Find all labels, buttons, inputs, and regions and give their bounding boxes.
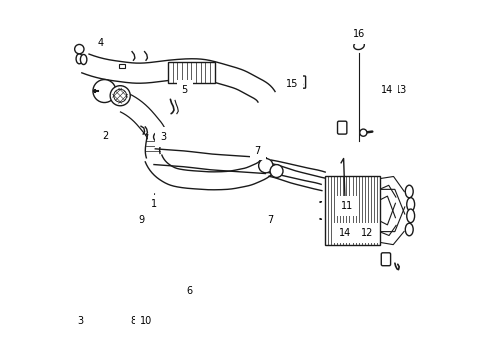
Text: 3: 3 xyxy=(77,316,83,325)
FancyBboxPatch shape xyxy=(296,76,306,88)
Polygon shape xyxy=(121,94,167,139)
Text: 7: 7 xyxy=(267,215,273,225)
Polygon shape xyxy=(269,163,324,191)
Polygon shape xyxy=(82,54,275,102)
Text: 2: 2 xyxy=(103,131,109,141)
Ellipse shape xyxy=(76,54,82,64)
Polygon shape xyxy=(379,176,404,197)
Text: 10: 10 xyxy=(140,315,152,325)
Circle shape xyxy=(259,158,273,173)
Text: 13: 13 xyxy=(395,85,407,95)
FancyBboxPatch shape xyxy=(338,121,347,134)
Polygon shape xyxy=(320,194,332,207)
Circle shape xyxy=(153,132,163,141)
Text: 5: 5 xyxy=(180,85,188,95)
Circle shape xyxy=(93,80,116,103)
Text: 14: 14 xyxy=(339,228,351,238)
Bar xyxy=(119,64,125,68)
Ellipse shape xyxy=(80,54,87,64)
Polygon shape xyxy=(380,203,405,231)
Text: 1: 1 xyxy=(150,194,157,210)
Ellipse shape xyxy=(405,223,413,236)
Text: 16: 16 xyxy=(353,29,365,39)
Bar xyxy=(325,176,380,246)
Text: 7: 7 xyxy=(254,145,261,156)
Bar xyxy=(168,62,215,83)
Text: 15: 15 xyxy=(286,79,298,89)
Ellipse shape xyxy=(354,41,365,50)
Polygon shape xyxy=(269,160,325,184)
FancyBboxPatch shape xyxy=(381,253,391,266)
Polygon shape xyxy=(379,225,404,245)
Circle shape xyxy=(297,82,303,87)
Ellipse shape xyxy=(407,198,415,211)
Polygon shape xyxy=(154,149,266,174)
Text: 4: 4 xyxy=(98,38,104,48)
Text: 11: 11 xyxy=(341,199,353,211)
Text: 6: 6 xyxy=(186,286,193,296)
Circle shape xyxy=(360,129,367,136)
Circle shape xyxy=(74,44,84,54)
Text: 14: 14 xyxy=(381,85,393,95)
Text: 12: 12 xyxy=(361,228,373,238)
Polygon shape xyxy=(146,135,162,158)
Text: 3: 3 xyxy=(160,132,166,142)
Text: 9: 9 xyxy=(139,215,145,225)
Circle shape xyxy=(114,89,126,102)
Polygon shape xyxy=(145,155,275,190)
Ellipse shape xyxy=(407,209,415,223)
Polygon shape xyxy=(380,189,405,218)
Circle shape xyxy=(110,86,130,106)
Ellipse shape xyxy=(405,185,413,198)
Circle shape xyxy=(270,165,283,177)
Polygon shape xyxy=(320,214,332,228)
Text: 8: 8 xyxy=(131,315,137,325)
